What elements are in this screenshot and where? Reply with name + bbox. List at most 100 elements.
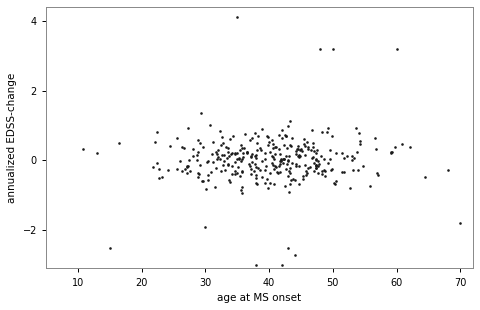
Point	[266, 180, 274, 185]
Point	[248, 155, 255, 160]
Point	[304, 165, 312, 170]
Point	[238, 191, 246, 196]
Point	[252, 162, 259, 166]
Point	[292, 162, 300, 167]
Point	[312, 166, 320, 171]
Point	[213, 152, 221, 157]
Point	[321, 174, 328, 179]
Point	[338, 151, 346, 156]
Point	[253, 148, 261, 153]
Point	[387, 150, 395, 155]
Point	[294, 144, 302, 149]
Point	[282, 133, 290, 138]
Point	[234, 164, 241, 169]
Point	[356, 142, 364, 147]
Point	[319, 168, 326, 173]
Point	[277, 157, 285, 162]
Point	[186, 169, 194, 174]
Point	[301, 143, 309, 148]
Point	[348, 154, 356, 159]
Point	[288, 143, 295, 148]
Point	[233, 15, 241, 20]
Point	[164, 167, 172, 172]
Point	[338, 170, 346, 175]
Point	[224, 162, 232, 166]
Point	[356, 139, 363, 144]
Point	[331, 182, 338, 187]
Point	[218, 153, 226, 158]
Point	[281, 184, 289, 188]
Point	[348, 158, 356, 163]
Point	[286, 171, 294, 176]
Point	[228, 171, 235, 176]
Point	[254, 166, 262, 171]
Point	[256, 167, 264, 172]
Point	[286, 119, 293, 124]
Point	[330, 181, 338, 186]
Point	[309, 144, 317, 149]
Point	[236, 173, 244, 178]
Point	[212, 150, 220, 155]
Point	[215, 148, 222, 153]
Point	[178, 169, 186, 174]
Point	[275, 147, 283, 152]
Point	[293, 146, 300, 151]
Point	[286, 143, 294, 148]
Point	[295, 147, 302, 152]
Point	[224, 150, 232, 155]
Point	[271, 164, 278, 169]
Point	[238, 146, 246, 151]
Point	[207, 170, 215, 175]
Point	[224, 162, 231, 167]
Point	[213, 165, 220, 170]
Point	[158, 175, 166, 180]
Point	[214, 155, 222, 160]
Point	[306, 165, 314, 170]
Point	[271, 145, 278, 150]
Point	[323, 129, 330, 134]
Point	[278, 135, 286, 140]
Point	[197, 111, 204, 116]
Point	[185, 157, 192, 162]
Point	[273, 170, 280, 175]
Point	[316, 46, 324, 51]
Point	[353, 150, 361, 155]
Point	[223, 155, 231, 160]
Point	[308, 128, 316, 133]
Point	[231, 172, 239, 177]
Point	[303, 171, 311, 176]
Point	[79, 146, 87, 151]
Point	[284, 158, 292, 163]
Point	[315, 162, 323, 166]
Point	[359, 163, 367, 168]
Point	[349, 168, 357, 173]
Point	[262, 163, 269, 168]
Point	[183, 170, 191, 175]
Point	[285, 169, 292, 174]
Point	[237, 143, 245, 148]
Point	[285, 154, 293, 159]
Point	[282, 166, 290, 171]
Point	[190, 146, 197, 151]
Point	[243, 150, 251, 155]
Point	[312, 150, 320, 155]
Point	[312, 162, 320, 167]
Point	[308, 147, 315, 152]
Point	[249, 159, 256, 164]
Point	[329, 46, 336, 51]
Point	[195, 171, 203, 176]
Point	[228, 163, 236, 168]
Point	[208, 151, 216, 156]
Point	[202, 224, 209, 229]
Point	[275, 132, 283, 137]
Point	[278, 127, 286, 132]
Point	[206, 123, 214, 128]
Point	[294, 154, 301, 159]
Point	[284, 245, 292, 250]
Point	[93, 151, 101, 156]
Point	[231, 151, 239, 156]
Point	[289, 176, 297, 181]
Point	[275, 163, 283, 168]
Point	[310, 160, 318, 165]
Point	[321, 169, 329, 174]
